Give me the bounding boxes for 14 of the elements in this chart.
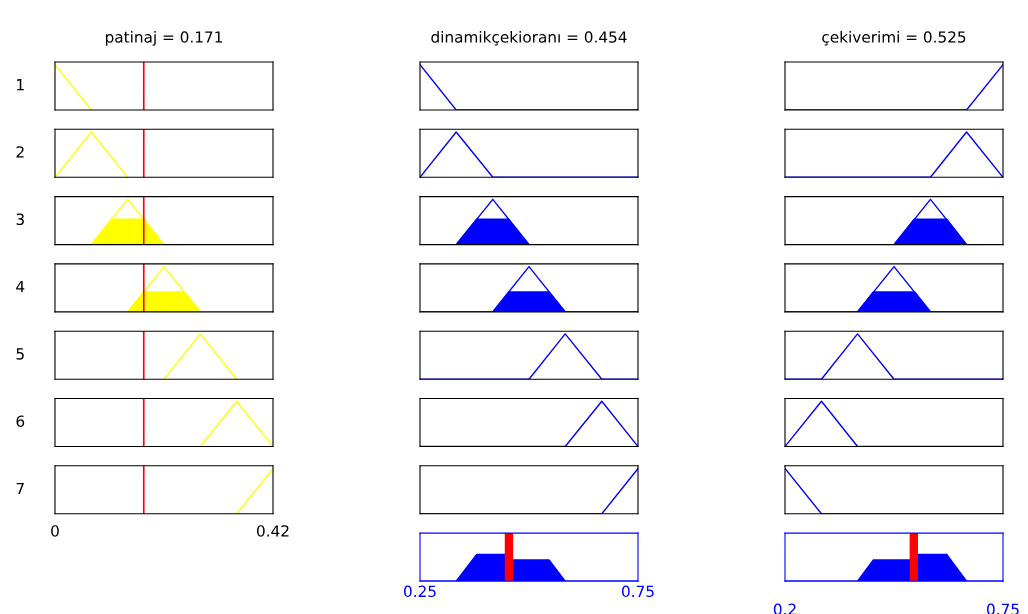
- chart-title: çekiverimi = 0.525: [822, 30, 966, 46]
- y-axis-title: 7: [16, 482, 24, 495]
- y-axis-title: 3: [16, 213, 24, 226]
- chart-title: patinaj = 0.171: [105, 30, 223, 46]
- y-axis-title: 1: [17, 79, 24, 91]
- y-axis-title: 4: [16, 280, 25, 293]
- x-tick-label: 0.25: [404, 585, 436, 598]
- y-axis-title: 2: [16, 146, 24, 158]
- y-axis-title: 6: [16, 415, 25, 427]
- chart-title: dinamikçekioranı = 0.454: [431, 30, 627, 46]
- x-tick-label: 0: [51, 525, 59, 537]
- x-tick-label: 0.75: [622, 585, 654, 598]
- x-tick-label: 0.42: [257, 525, 289, 537]
- y-axis-title: 5: [16, 348, 24, 360]
